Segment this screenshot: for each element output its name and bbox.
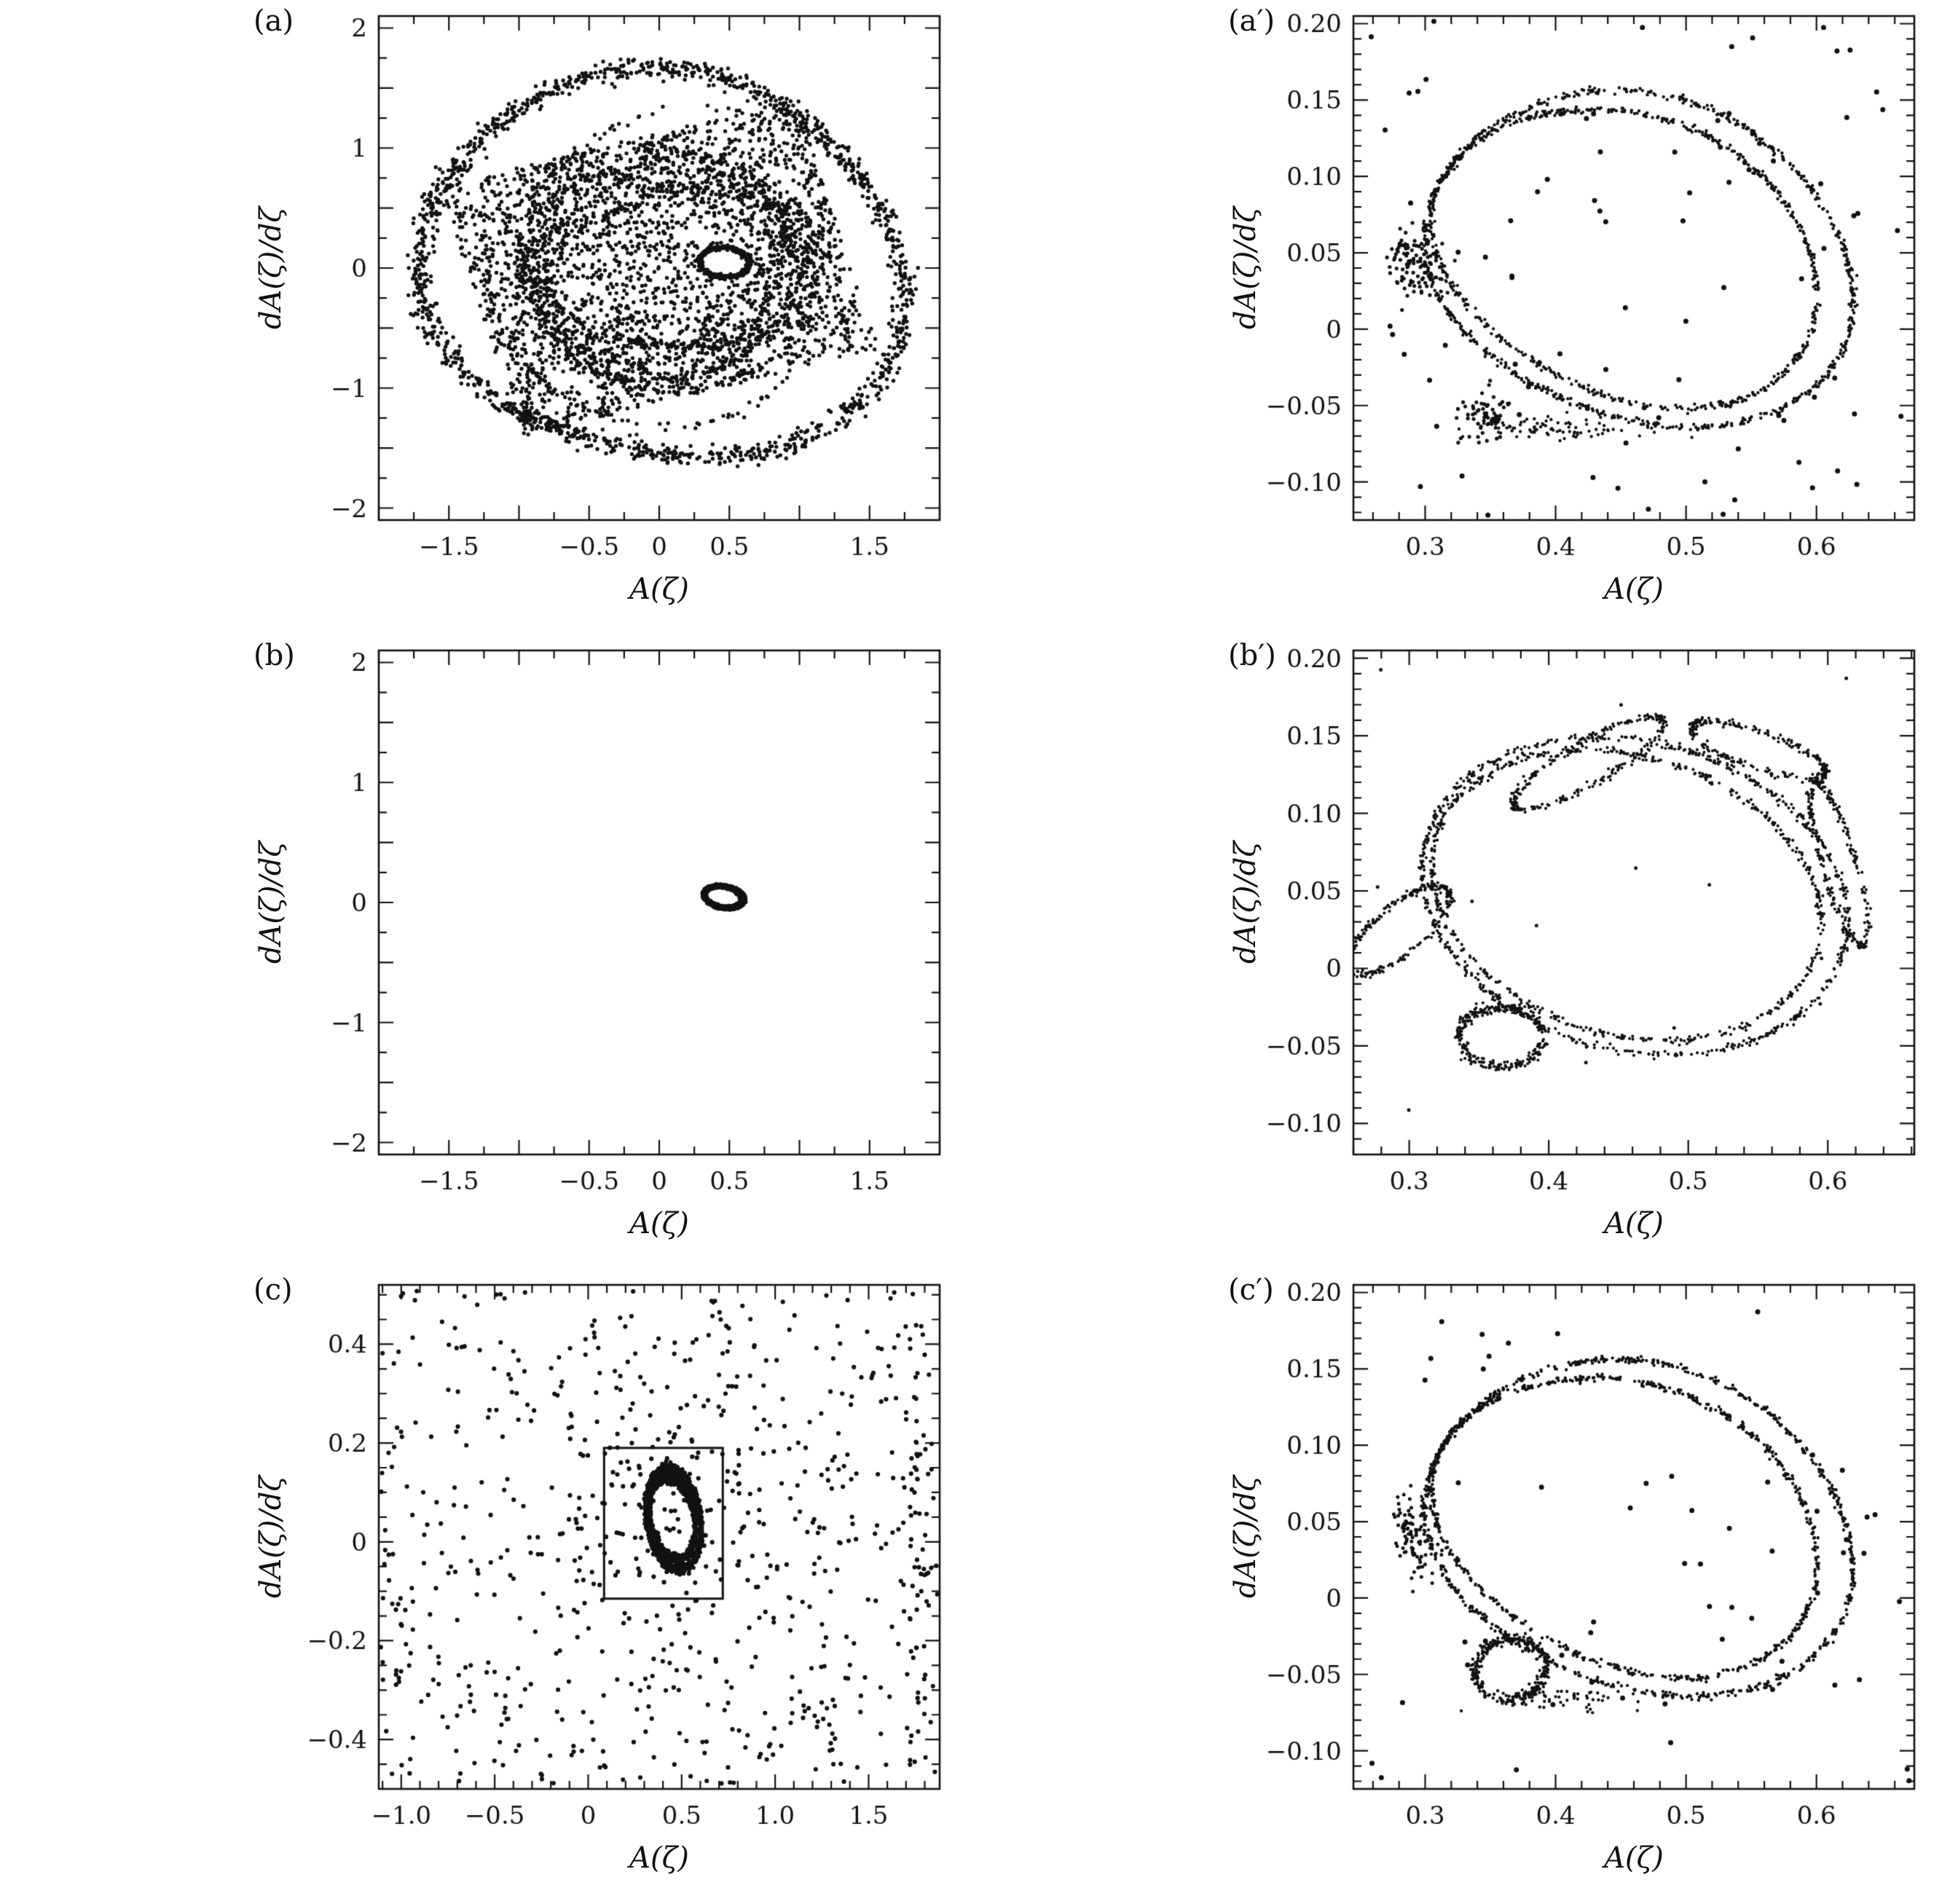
- x-axis-label: A(ζ): [1604, 1207, 1664, 1240]
- panel-label: (b): [253, 639, 295, 672]
- panel-b: (b) A(ζ) dA(ζ)/dζ: [0, 634, 975, 1269]
- panel-label: (c): [253, 1273, 293, 1307]
- y-axis-label: dA(ζ)/dζ: [254, 841, 288, 964]
- x-axis-label: A(ζ): [629, 1207, 689, 1240]
- phase-portrait-canvas-c-prime: [975, 1269, 1949, 1903]
- phase-portrait-canvas-b: [0, 634, 975, 1269]
- panel-label: (a′): [1228, 4, 1275, 38]
- y-axis-label: dA(ζ)/dζ: [1229, 206, 1262, 330]
- y-axis-label: dA(ζ)/dζ: [1229, 1475, 1262, 1599]
- panel-label: (a): [253, 4, 294, 38]
- phase-portrait-canvas-a-prime: [975, 0, 1949, 634]
- x-axis-label: A(ζ): [629, 573, 689, 606]
- panel-label: (b′): [1228, 639, 1276, 672]
- panel-b-prime: (b′) A(ζ) dA(ζ)/dζ: [975, 634, 1949, 1269]
- phase-portrait-canvas-a: [0, 0, 975, 634]
- x-axis-label: A(ζ): [1604, 1841, 1664, 1875]
- phase-portrait-canvas-c: [0, 1269, 975, 1903]
- panel-a: (a) A(ζ) dA(ζ)/dζ: [0, 0, 975, 634]
- panel-c: (c) A(ζ) dA(ζ)/dζ: [0, 1269, 975, 1903]
- y-axis-label: dA(ζ)/dζ: [254, 1475, 288, 1599]
- phase-portrait-canvas-b-prime: [975, 634, 1949, 1269]
- panel-label: (c′): [1228, 1273, 1274, 1307]
- panel-a-prime: (a′) A(ζ) dA(ζ)/dζ: [975, 0, 1949, 634]
- panel-c-prime: (c′) A(ζ) dA(ζ)/dζ: [975, 1269, 1949, 1903]
- x-axis-label: A(ζ): [1604, 573, 1664, 606]
- y-axis-label: dA(ζ)/dζ: [254, 206, 288, 330]
- x-axis-label: A(ζ): [629, 1841, 689, 1875]
- y-axis-label: dA(ζ)/dζ: [1229, 841, 1262, 964]
